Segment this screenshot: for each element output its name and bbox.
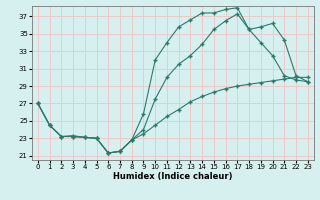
X-axis label: Humidex (Indice chaleur): Humidex (Indice chaleur) — [113, 172, 233, 181]
